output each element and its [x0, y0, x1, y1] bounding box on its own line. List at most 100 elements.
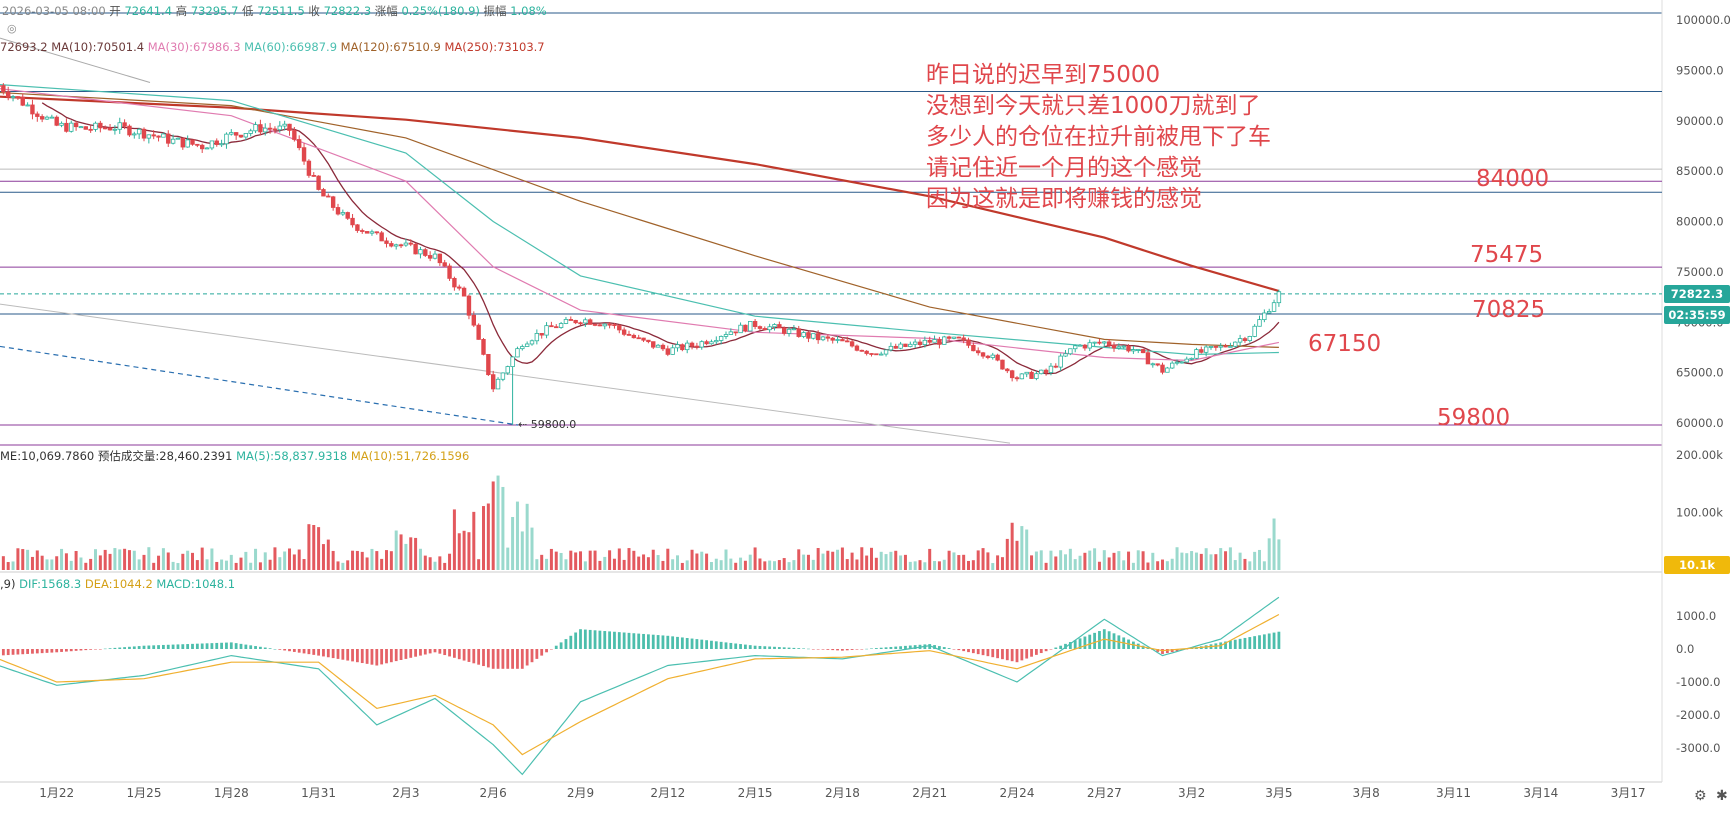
candle-body — [1195, 350, 1199, 359]
macd-bar — [521, 649, 524, 669]
volume-bar — [50, 559, 53, 570]
candle-body — [147, 135, 151, 138]
macd-bar — [468, 649, 471, 662]
macd-bar — [303, 649, 306, 653]
volume-bar — [1200, 554, 1203, 570]
volume-bar — [215, 562, 218, 570]
volume-bar — [851, 553, 854, 570]
volume-bar — [991, 563, 994, 570]
candle-body — [1088, 343, 1092, 348]
candle-body — [1258, 320, 1262, 327]
candle-body — [230, 133, 234, 135]
candle-body — [1064, 354, 1068, 356]
macd-bar — [288, 649, 291, 651]
volume-bar — [269, 560, 272, 570]
candle-body — [385, 241, 389, 244]
candle-body — [957, 337, 961, 338]
level-label: 59800 — [1437, 405, 1510, 431]
volume-bar — [75, 551, 78, 570]
volume-bar — [1040, 550, 1043, 570]
candle-body — [860, 350, 864, 351]
macd-bar — [21, 649, 24, 654]
volume-bar — [482, 506, 485, 570]
candle-body — [69, 123, 73, 131]
volume-bar — [26, 550, 29, 570]
volume-bar — [7, 562, 10, 570]
macd-bar — [147, 646, 150, 649]
macd-tick: 1000.0 — [1676, 609, 1716, 623]
macd-bar — [162, 645, 165, 649]
volume-bar — [1146, 563, 1149, 570]
volume-bar — [822, 554, 825, 570]
candle-body — [521, 347, 525, 349]
volume-bar — [84, 563, 87, 570]
macd-bar — [739, 644, 742, 649]
volume-bar — [545, 559, 548, 570]
macd-bar — [526, 649, 529, 666]
volume-bar — [516, 502, 519, 570]
candle-body — [428, 255, 432, 258]
candle-body — [142, 129, 146, 138]
macd-bar — [943, 647, 946, 649]
settings-icon: ⚙ — [1694, 788, 1707, 804]
macd-bar — [453, 649, 456, 658]
candle-body — [181, 138, 185, 147]
candle-body — [845, 341, 849, 342]
macd-bar — [395, 649, 398, 661]
candle-body — [137, 129, 141, 134]
macd-bar — [540, 649, 543, 656]
macd-bar — [953, 649, 956, 650]
candle-body — [923, 340, 927, 344]
volume-bar — [943, 560, 946, 570]
volume-bar — [1224, 551, 1227, 570]
volume-bar — [492, 481, 495, 570]
volume-bar — [1268, 538, 1271, 570]
volume-bar — [99, 555, 102, 570]
macd-bar — [337, 649, 340, 659]
volume-bar — [1025, 530, 1028, 570]
volume-bar — [244, 552, 247, 570]
macd-tick: 0.0 — [1676, 642, 1694, 656]
candle-body — [60, 123, 64, 125]
volume-bar — [1137, 550, 1140, 570]
candle-body — [365, 231, 369, 233]
macd-bar — [7, 649, 10, 655]
volume-bar — [429, 557, 432, 570]
candle-body — [1006, 369, 1010, 371]
macd-bar — [31, 649, 34, 654]
volume-bar — [1054, 556, 1057, 570]
candle-body — [613, 325, 617, 326]
volume-bar — [143, 555, 146, 570]
candle-body — [45, 117, 49, 119]
date-tick: 2月27 — [1087, 786, 1122, 800]
volume-bar — [885, 554, 888, 570]
candle-body — [1166, 368, 1170, 372]
volume-bar — [734, 563, 737, 570]
volume-bar — [904, 555, 907, 570]
candle-body — [1263, 313, 1267, 320]
candle-body — [467, 296, 471, 315]
macd-bar — [298, 649, 301, 653]
macd-bar — [1229, 641, 1232, 649]
volume-bar — [487, 504, 490, 570]
volume-bar — [594, 551, 597, 570]
volume-bar — [259, 562, 262, 570]
volume-bar — [2, 556, 5, 570]
volume-bar — [186, 551, 189, 570]
macd-bar — [26, 649, 29, 654]
candle-body — [152, 135, 156, 136]
macd-bar — [1248, 637, 1251, 649]
candle-body — [710, 342, 714, 344]
candle-body — [826, 337, 830, 338]
macd-bar — [817, 649, 820, 650]
candle-body — [511, 357, 515, 367]
macd-bar — [434, 649, 437, 652]
macd-bar — [938, 646, 941, 649]
volume-bar — [831, 552, 834, 570]
macd-bar — [327, 649, 330, 657]
volume-bar — [264, 552, 267, 570]
candle-body — [31, 105, 35, 114]
macd-bar — [1093, 633, 1096, 649]
